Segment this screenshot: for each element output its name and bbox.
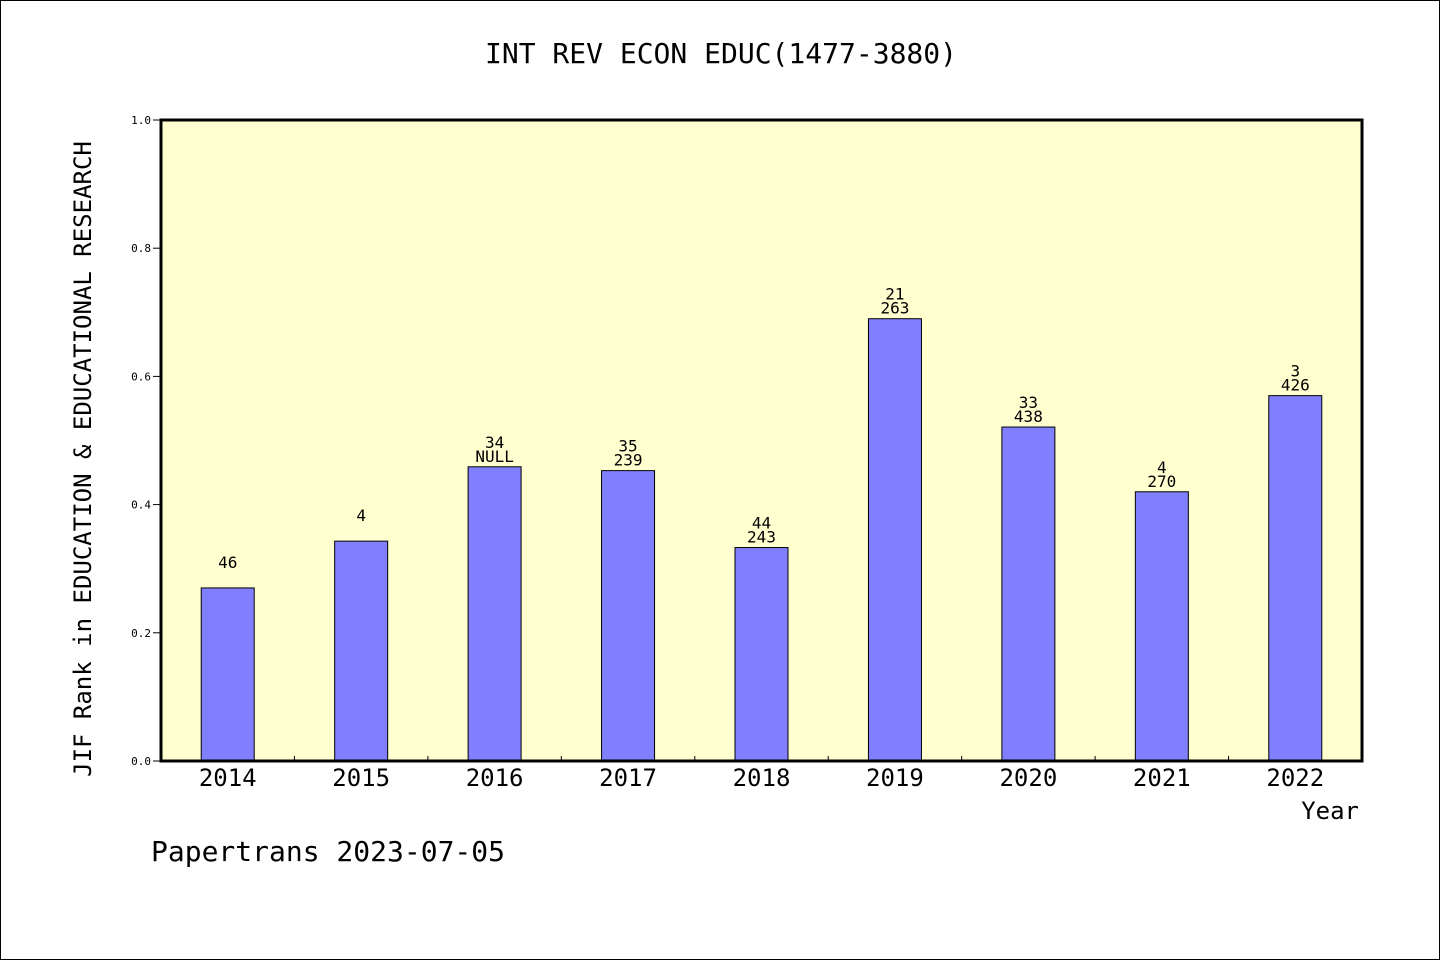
x-tick-label: 2016: [466, 764, 524, 792]
x-tick-label: 2018: [733, 764, 791, 792]
bar-label-secondary: 263: [880, 299, 909, 318]
bar-label-secondary: NULL: [475, 447, 514, 466]
bar-label-primary: 46: [218, 553, 237, 572]
bar-2022: [1268, 395, 1323, 762]
y-tick-label: 0.6: [131, 370, 151, 383]
plot-area: [159, 118, 1364, 763]
y-axis: 0.0 0.2 0.4 0.6 0.8 1.0: [131, 114, 161, 768]
x-tick-label: 2021: [1133, 764, 1191, 792]
bar-2021: [1134, 491, 1189, 762]
bar-2017: [601, 470, 656, 762]
bar-2018: [734, 547, 789, 762]
bar-label-primary: 44: [752, 514, 771, 533]
x-axis: 2014 2015 2016 2017 2018 2019 2020 2021 2022: [199, 756, 1324, 792]
bar-label-primary: 33: [1019, 393, 1038, 412]
bar-2019: [867, 318, 922, 762]
bar-label-secondary: 426: [1281, 376, 1310, 395]
y-tick-label: 0.2: [131, 627, 151, 640]
y-tick-label: 0.8: [131, 242, 151, 255]
bar-label-primary: 4: [356, 506, 366, 525]
x-tick-label: 2020: [999, 764, 1057, 792]
bar-label-secondary: 243: [747, 528, 776, 547]
x-axis-title: Year: [1301, 797, 1359, 825]
bar-label-primary: 21: [885, 285, 904, 304]
bar-label-primary: 34: [485, 433, 504, 452]
bar-label-primary: 35: [618, 437, 637, 456]
x-tick-label: 2015: [332, 764, 390, 792]
bar-2020: [1001, 426, 1056, 762]
y-axis-title: JIF Rank in EDUCATION & EDUCATIONAL RESE…: [69, 141, 97, 777]
x-tick-label: 2014: [199, 764, 257, 792]
bar-label-secondary: 239: [614, 451, 643, 470]
footer-note: Papertrans 2023-07-05: [151, 835, 506, 868]
bars: [200, 318, 1323, 762]
bar-label-secondary: 270: [1147, 472, 1176, 491]
x-tick-label: 2019: [866, 764, 924, 792]
chart-title: INT REV ECON EDUC(1477-3880): [484, 37, 957, 70]
y-tick-label: 0.0: [131, 755, 151, 768]
bar-label-primary: 3: [1290, 362, 1300, 381]
y-tick-label: 1.0: [131, 114, 151, 127]
x-tick-label: 2022: [1266, 764, 1324, 792]
bar-label-secondary: 438: [1014, 407, 1043, 426]
x-tick-label: 2017: [599, 764, 657, 792]
bar-2014: [200, 587, 255, 762]
y-tick-label: 0.4: [131, 499, 151, 512]
bar-2016: [467, 466, 522, 762]
bar-label-primary: 4: [1157, 458, 1167, 477]
bar-2015: [334, 540, 389, 762]
